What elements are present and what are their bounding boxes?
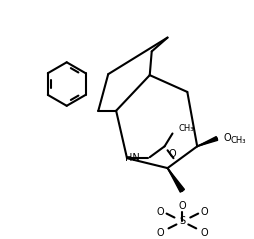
Text: CH₃: CH₃ (178, 124, 193, 133)
Text: CH₃: CH₃ (230, 136, 246, 145)
Text: S: S (179, 217, 185, 227)
Text: O: O (156, 228, 164, 238)
Text: O: O (222, 133, 230, 143)
Polygon shape (196, 136, 217, 146)
Text: HN: HN (125, 153, 139, 163)
Text: O: O (200, 206, 207, 217)
Text: O: O (168, 149, 176, 159)
Text: O: O (200, 228, 207, 238)
Text: O: O (156, 206, 164, 217)
Polygon shape (167, 168, 184, 192)
Text: O: O (178, 201, 185, 211)
